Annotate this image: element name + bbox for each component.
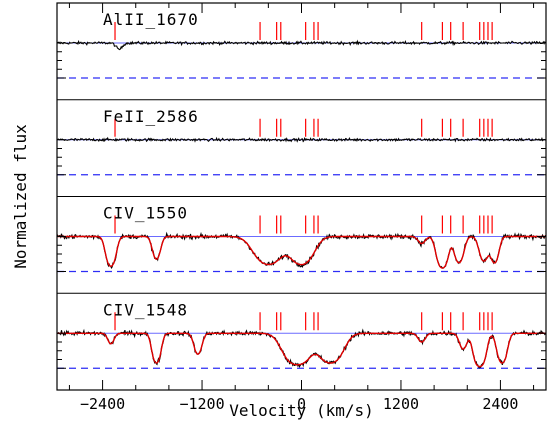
spectrum-line	[56, 136, 546, 143]
y-axis-label: Normalized flux	[11, 124, 30, 269]
x-tick-label: −1200	[179, 395, 224, 413]
panel-label: AlII_1670	[103, 10, 199, 29]
panel-label: FeII_2586	[103, 107, 199, 126]
x-tick-label: 1200	[383, 395, 419, 413]
x-axis-label: Velocity (km/s)	[229, 401, 374, 420]
x-tick-label: 0	[297, 395, 306, 413]
spectrum-line	[56, 39, 547, 51]
spectrum-line	[56, 231, 547, 270]
fit-line	[57, 235, 546, 269]
x-tick-label: −2400	[80, 395, 125, 413]
x-tick-label: 2400	[482, 395, 518, 413]
panel-label: CIV_1550	[103, 204, 188, 223]
panel-label: CIV_1548	[103, 300, 188, 319]
fit-line	[57, 332, 546, 368]
